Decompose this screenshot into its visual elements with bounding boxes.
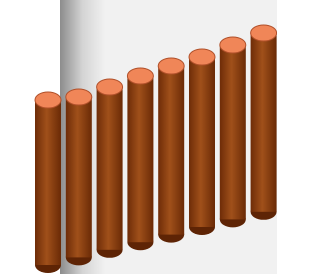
cylinder	[220, 45, 246, 219]
cylinder	[97, 87, 123, 250]
cylinder-top	[220, 37, 246, 53]
cylinder	[127, 76, 153, 242]
cylinder-top	[251, 25, 277, 41]
cylinder-top	[127, 68, 153, 84]
cylinder	[251, 33, 277, 212]
cylinder-top	[35, 92, 61, 108]
cylinder	[35, 100, 61, 265]
cylinder	[189, 57, 215, 227]
cylinder	[66, 97, 92, 257]
cylinder-top	[158, 58, 184, 74]
chart	[0, 0, 277, 274]
cylinder-top	[189, 49, 215, 65]
cylinder-top	[66, 89, 92, 105]
cylinder	[158, 66, 184, 235]
cylinder-top	[97, 79, 123, 95]
